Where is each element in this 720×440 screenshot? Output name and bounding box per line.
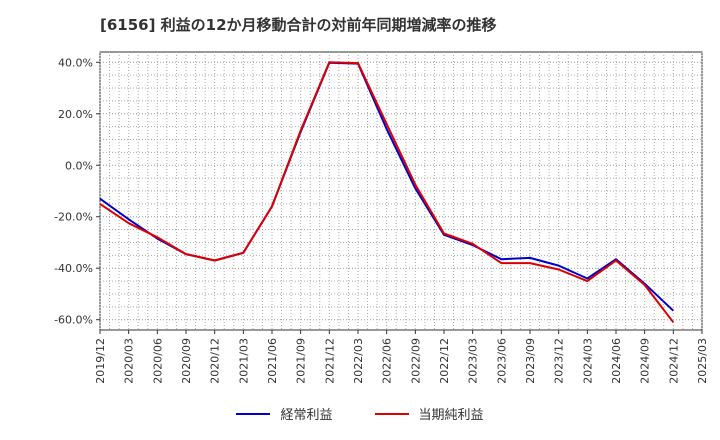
- y-tick-label: 0.0%: [65, 159, 93, 172]
- x-tick-label: 2025/03: [696, 338, 709, 384]
- legend-label-net-profit: 当期純利益: [418, 408, 484, 423]
- x-tick-label: 2024/03: [581, 338, 594, 384]
- y-tick-label: -20.0%: [54, 211, 93, 224]
- y-tick-label: -60.0%: [54, 314, 93, 327]
- legend: 経常利益 当期純利益: [0, 404, 720, 423]
- x-tick-label: 2020/03: [123, 338, 136, 384]
- x-tick-label: 2020/12: [209, 338, 222, 384]
- x-tick-label: 2022/06: [381, 338, 394, 384]
- x-tick-label: 2021/06: [266, 338, 279, 384]
- x-tick-label: 2022/12: [438, 338, 451, 384]
- legend-swatch-ordinary-profit: [236, 412, 271, 415]
- legend-label-ordinary-profit: 経常利益: [280, 408, 333, 423]
- x-tick-label: 2023/09: [524, 338, 537, 384]
- y-tick-label: 20.0%: [58, 108, 93, 121]
- x-tick-label: 2022/09: [409, 338, 422, 384]
- x-tick-label: 2022/03: [352, 338, 365, 384]
- x-tick-label: 2020/06: [151, 338, 164, 384]
- series-lines: [99, 61, 675, 323]
- legend-swatch-net-profit: [374, 412, 409, 415]
- x-tick-label: 2021/09: [295, 338, 308, 384]
- x-tick-label: 2023/03: [467, 338, 480, 384]
- x-tick-label: 2020/09: [180, 338, 193, 384]
- chart-title: [6156] 利益の12か月移動合計の対前年同期増減率の推移: [100, 16, 497, 34]
- x-tick-label: 2023/06: [495, 338, 508, 384]
- y-tick-label: -40.0%: [54, 262, 93, 275]
- x-tick-label: 2024/12: [667, 338, 680, 384]
- y-tick-label: 40.0%: [58, 56, 93, 69]
- legend-item-ordinary-profit: 経常利益: [236, 404, 333, 423]
- y-axis-ticks: 40.0% 20.0% 0.0% -20.0% -40.0% -60.0%: [54, 56, 100, 327]
- x-tick-label: 2024/09: [639, 338, 652, 384]
- grid-lines: [99, 52, 703, 330]
- x-tick-label: 2023/12: [553, 338, 566, 384]
- x-tick-label: 2024/06: [610, 338, 623, 384]
- x-tick-label: 2021/03: [237, 338, 250, 384]
- legend-item-net-profit: 当期純利益: [374, 404, 484, 423]
- x-tick-label: 2019/12: [94, 338, 107, 384]
- x-tick-label: 2021/12: [323, 338, 336, 384]
- series-line-net-profit: [99, 61, 675, 323]
- x-axis-ticks: 2019/12 2020/03 2020/06 2020/09 2020/12 2021/…: [94, 330, 709, 384]
